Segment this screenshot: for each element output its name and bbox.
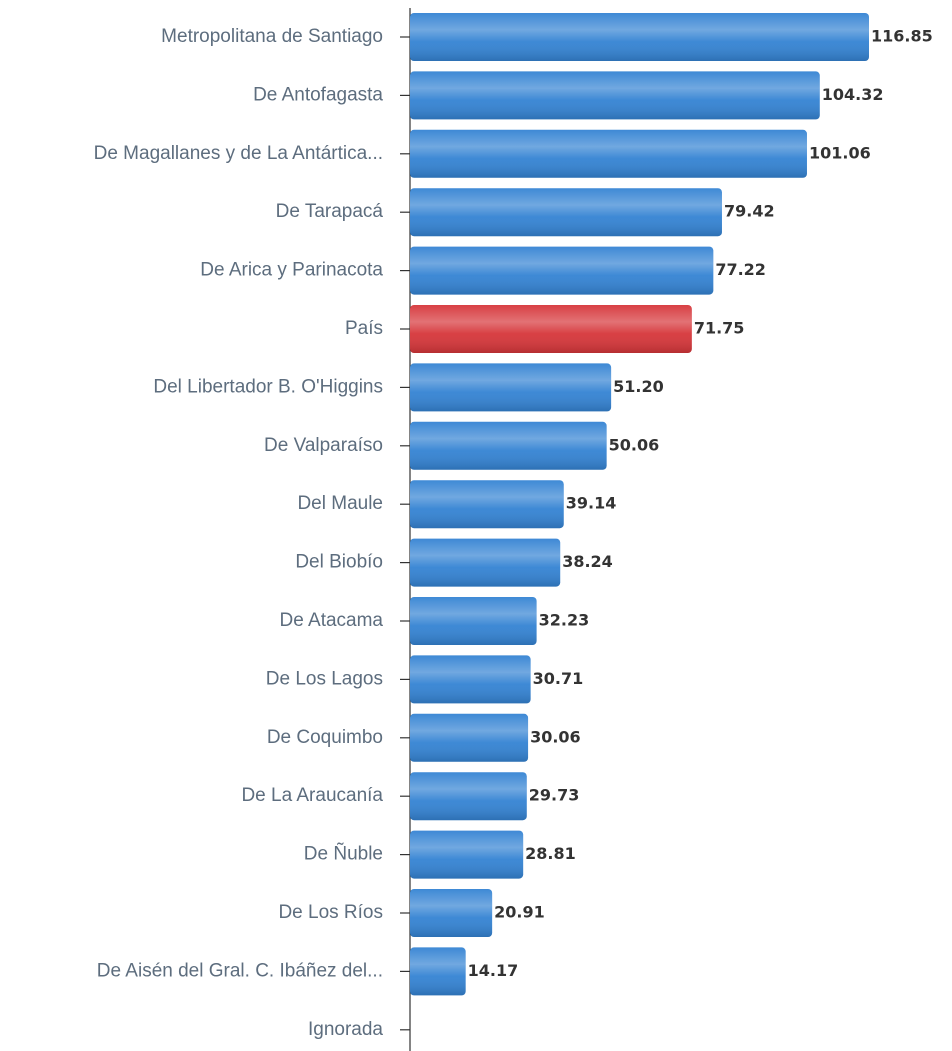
category-label: De Arica y Parinacota [200, 260, 383, 281]
category-label: De Atacama [280, 610, 384, 631]
value-label: 29.73 [529, 786, 580, 805]
value-label: 101.06 [809, 143, 871, 162]
category-label: De Magallanes y de La Antártica... [94, 143, 383, 164]
bar-shine [410, 947, 466, 996]
bar-shine [410, 772, 527, 821]
value-label: 51.20 [613, 377, 664, 396]
value-label: 38.24 [562, 552, 613, 571]
value-label: 32.23 [539, 611, 590, 630]
bar-shine [410, 129, 807, 178]
category-label: De Coquimbo [267, 727, 383, 748]
value-label: 30.06 [530, 727, 581, 746]
bar-shine [410, 480, 564, 529]
category-label: De Valparaíso [264, 435, 383, 456]
category-label: País [345, 318, 383, 339]
bar-shine [410, 188, 722, 237]
bar-shine [410, 246, 714, 295]
category-label: De Antofagasta [253, 84, 383, 105]
value-label: 20.91 [494, 903, 545, 922]
bar-shine [410, 655, 531, 704]
value-label: 50.06 [609, 435, 660, 454]
value-label: 79.42 [724, 202, 775, 221]
category-label: Metropolitana de Santiago [161, 26, 383, 47]
bar-shine [410, 597, 537, 645]
category-label: De La Araucanía [241, 785, 383, 806]
category-label: Del Maule [297, 493, 383, 514]
value-label: 77.22 [715, 260, 766, 279]
value-label: 30.71 [533, 669, 584, 688]
bar-shine [410, 889, 493, 937]
value-label: 104.32 [822, 85, 884, 104]
bar-shine [410, 830, 524, 879]
value-label: 71.75 [694, 319, 745, 338]
value-label: 28.81 [525, 844, 576, 863]
category-label: De Los Lagos [266, 668, 383, 689]
value-label: 39.14 [566, 494, 617, 513]
value-label: 116.85 [871, 27, 933, 46]
category-label: Del Biobío [295, 552, 383, 573]
bar-shine [410, 71, 820, 120]
bar-shine [410, 363, 612, 412]
category-label: De Ñuble [304, 843, 383, 865]
bar-shine [410, 538, 561, 587]
bar-shine [410, 421, 607, 470]
bar-shine [410, 13, 869, 61]
category-label: De Aisén del Gral. C. Ibáñez del... [97, 960, 383, 981]
category-label: Ignorada [308, 1019, 383, 1040]
bar-shine [410, 305, 692, 353]
category-label: De Los Ríos [278, 902, 383, 923]
category-label: Del Libertador B. O'Higgins [153, 376, 383, 397]
bar-shine [410, 713, 529, 762]
value-label: 14.17 [468, 961, 519, 980]
category-label: De Tarapacá [276, 201, 384, 222]
